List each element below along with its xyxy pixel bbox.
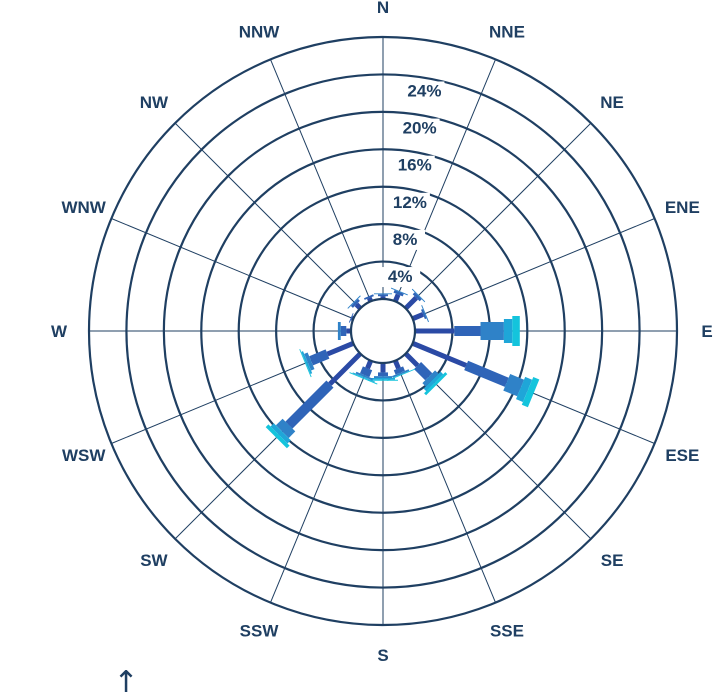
petal-segment-e bbox=[503, 319, 513, 343]
radial-tick-label: 16% bbox=[398, 156, 432, 175]
tick-label-bg bbox=[394, 155, 435, 176]
petal-segment-sw bbox=[270, 423, 291, 444]
petal-segment-s bbox=[368, 379, 398, 381]
petal-segment-n bbox=[378, 294, 388, 297]
petal-segment-wsw bbox=[301, 351, 313, 374]
petal-segment-s bbox=[380, 363, 386, 373]
petal-segment-sse bbox=[392, 359, 401, 370]
direction-label-e: E bbox=[701, 322, 712, 341]
petal-segment-ssw bbox=[355, 371, 373, 381]
direction-label-w: W bbox=[51, 322, 68, 341]
petal-segment-nw bbox=[347, 295, 361, 309]
petal-segment-w bbox=[337, 322, 341, 340]
direction-label-se: SE bbox=[601, 551, 624, 570]
petal-segment-ssw bbox=[365, 359, 374, 370]
direction-label-sw: SW bbox=[140, 551, 168, 570]
tick-label-bg bbox=[399, 118, 440, 139]
petal-segment-ese bbox=[516, 376, 533, 402]
grid-spoke bbox=[405, 122, 592, 309]
radial-tick-labels: 4% 8% 12% 16% 20% 24% bbox=[380, 81, 445, 288]
petal-segment-s bbox=[378, 372, 388, 377]
petal-segment-se bbox=[423, 371, 444, 392]
tick-label-bg bbox=[404, 81, 445, 102]
grid-spoke bbox=[394, 59, 496, 302]
grid-spoke bbox=[270, 59, 372, 302]
arrow-up-icon: ↑ bbox=[113, 665, 138, 699]
direction-label-nw: NW bbox=[140, 93, 169, 112]
petal-segment-sse bbox=[387, 368, 416, 381]
direction-label-sse: SSE bbox=[490, 621, 524, 640]
petal-segment-ese bbox=[464, 360, 509, 387]
petal-segment-wsw bbox=[299, 349, 312, 378]
petal-segment-se bbox=[424, 372, 448, 396]
center-circle bbox=[349, 297, 417, 365]
petal-segment-e bbox=[480, 322, 504, 340]
petal-segment-n bbox=[374, 293, 392, 295]
direction-labels: N NNE NE ENE E ESE SE SSE S SSW SW WSW W WNW NW NNW bbox=[51, 0, 713, 665]
petal-segment-nw bbox=[350, 298, 360, 308]
petal-segment-wsw bbox=[309, 349, 330, 366]
direction-label-ene: ENE bbox=[665, 198, 700, 217]
petal-segment-e bbox=[512, 316, 520, 346]
grid-spoke bbox=[394, 360, 496, 603]
petal-segment-se bbox=[422, 370, 439, 387]
petal-segment-ne bbox=[403, 296, 418, 311]
petal-segment-ese bbox=[521, 377, 540, 408]
tick-label-bg bbox=[385, 229, 426, 250]
petal-segment-e bbox=[415, 328, 455, 334]
petal-segment-ene bbox=[421, 305, 429, 323]
petal-segment-ssw bbox=[352, 372, 375, 383]
direction-label-nnw: NNW bbox=[239, 23, 281, 42]
petal-segment-wsw bbox=[304, 352, 315, 371]
radial-tick-label: 12% bbox=[393, 193, 427, 212]
petal-segment-nnw bbox=[364, 294, 374, 300]
petal-segment-wnw bbox=[348, 313, 354, 323]
petal-layer bbox=[265, 287, 540, 449]
petal-segment-s bbox=[374, 376, 392, 378]
direction-label-n: N bbox=[377, 0, 389, 17]
petal-segment-s bbox=[371, 378, 395, 380]
petal-segment-sse bbox=[393, 366, 405, 375]
grid-spoke bbox=[412, 218, 655, 320]
radial-tick-label: 8% bbox=[393, 230, 418, 249]
petal-segment-ne bbox=[411, 288, 426, 303]
petal-segment-ssw bbox=[349, 372, 378, 385]
petal-segment-ese bbox=[411, 340, 468, 368]
direction-label-ese: ESE bbox=[665, 446, 699, 465]
grid-spoke bbox=[174, 122, 361, 309]
petal-segment-ene bbox=[411, 312, 424, 322]
direction-label-wnw: WNW bbox=[61, 198, 106, 217]
petal-segment-nne bbox=[393, 290, 404, 297]
petal-segment-wsw bbox=[326, 340, 355, 357]
petal-segment-e bbox=[454, 326, 481, 336]
petal-segment-sw bbox=[285, 380, 334, 429]
petal-segment-ese bbox=[503, 374, 525, 397]
direction-label-wsw: WSW bbox=[62, 446, 106, 465]
radial-tick-label: 24% bbox=[407, 81, 441, 100]
petal-segment-sse bbox=[391, 369, 410, 378]
direction-label-ssw: SSW bbox=[240, 621, 280, 640]
direction-label-nne: NNE bbox=[489, 23, 525, 42]
petal-segment-se bbox=[403, 351, 420, 368]
petal-segment-ne bbox=[412, 292, 422, 302]
grid-spoke bbox=[111, 218, 354, 320]
petal-segment-ene bbox=[421, 309, 427, 320]
direction-label-ne: NE bbox=[600, 93, 624, 112]
petal-segment-w bbox=[346, 328, 351, 334]
petal-segment-w bbox=[340, 326, 347, 336]
tick-label-bg bbox=[389, 192, 430, 213]
petal-segment-sw bbox=[328, 351, 363, 386]
petal-segment-sw bbox=[265, 424, 290, 449]
radial-tick-label: 20% bbox=[403, 119, 437, 138]
radial-tick-label: 4% bbox=[388, 267, 413, 286]
petal-segment-sw bbox=[275, 418, 296, 439]
petal-segment-se bbox=[414, 362, 433, 381]
grid-spoke bbox=[270, 360, 372, 603]
direction-label-s: S bbox=[377, 646, 388, 665]
tick-label-bg bbox=[380, 267, 421, 288]
petal-segment-nne bbox=[390, 287, 408, 296]
petal-segment-ssw bbox=[360, 366, 373, 378]
